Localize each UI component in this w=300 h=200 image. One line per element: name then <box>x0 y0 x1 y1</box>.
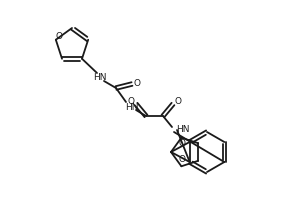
Text: HN: HN <box>93 73 107 82</box>
Text: O: O <box>55 32 62 41</box>
Text: O: O <box>128 97 134 106</box>
Text: HN: HN <box>176 124 190 134</box>
Text: O: O <box>179 140 186 148</box>
Text: O: O <box>134 78 140 88</box>
Text: O: O <box>179 156 186 164</box>
Text: O: O <box>175 97 182 106</box>
Text: HN: HN <box>125 102 139 112</box>
